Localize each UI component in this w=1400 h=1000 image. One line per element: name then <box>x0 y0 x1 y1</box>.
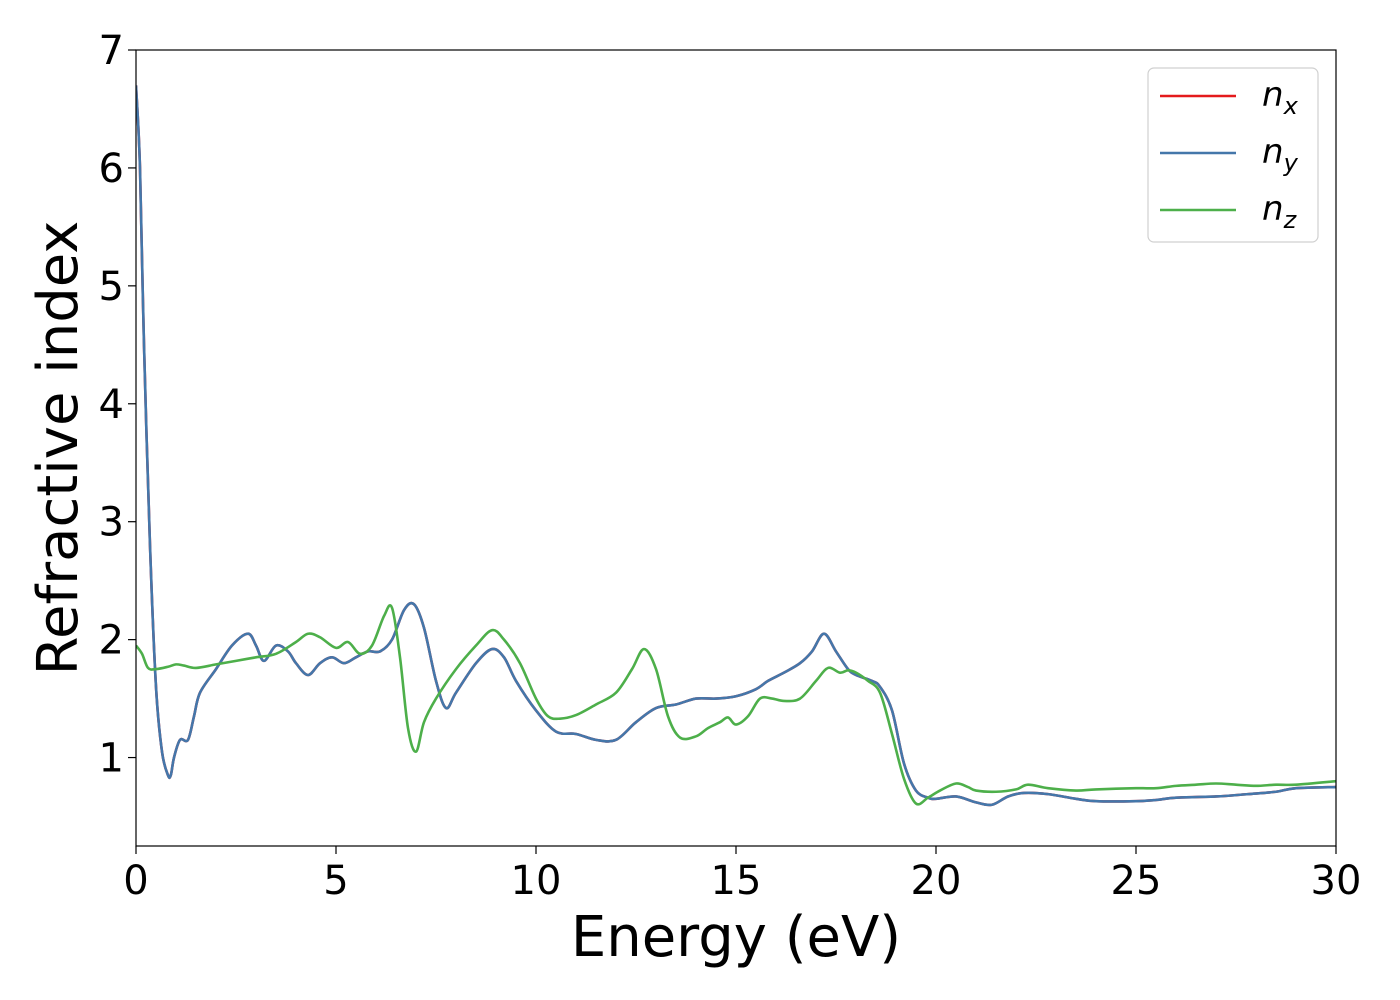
y-axis-ticks: 1 2 3 4 5 6 7 <box>99 28 136 782</box>
x-tick-label: 20 <box>911 858 962 904</box>
y-tick-label: 6 <box>99 146 124 192</box>
series-layer <box>136 85 1336 807</box>
legend: nx ny nz <box>1147 67 1319 243</box>
y-tick-label: 4 <box>99 382 124 428</box>
x-tick-label: 25 <box>1111 858 1162 904</box>
x-axis-ticks: 0 5 10 15 20 25 30 <box>123 846 1361 904</box>
series-line-z <box>136 603 1336 806</box>
y-tick-label: 3 <box>99 500 124 546</box>
x-tick-label: 5 <box>323 858 348 904</box>
y-tick-label: 2 <box>99 618 124 664</box>
legend-label-y: ny <box>1262 132 1299 177</box>
y-tick-label: 7 <box>99 28 124 74</box>
y-tick-label: 1 <box>99 736 124 782</box>
x-axis-label: Energy (eV) <box>571 905 901 970</box>
y-tick-label: 5 <box>99 264 124 310</box>
legend-box <box>1147 67 1319 243</box>
legend-label-z: nz <box>1262 189 1298 234</box>
x-tick-label: 30 <box>1311 858 1362 904</box>
x-tick-label: 0 <box>123 858 148 904</box>
series-line-y <box>136 85 1336 807</box>
x-tick-label: 10 <box>511 858 562 904</box>
y-axis-label: Refractive index <box>26 221 91 676</box>
x-tick-label: 15 <box>711 858 762 904</box>
legend-label-x: nx <box>1262 75 1299 120</box>
